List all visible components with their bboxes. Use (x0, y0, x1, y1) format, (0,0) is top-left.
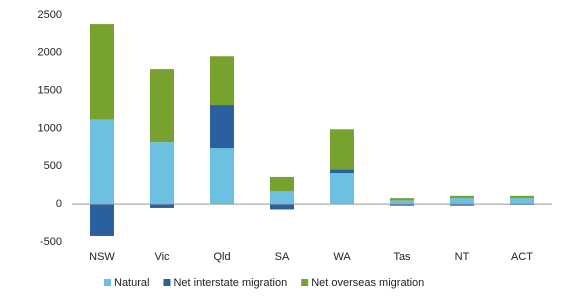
x-tick-label: NT (455, 251, 470, 263)
bar-segment (390, 204, 414, 206)
bar-segment (450, 198, 474, 205)
y-tick-label: -500 (40, 236, 62, 248)
bar-segment (270, 191, 294, 205)
bar-segment (210, 56, 234, 106)
bar-segment (390, 200, 414, 205)
y-tick-label: 0 (56, 198, 62, 210)
x-tick-label: NSW (89, 251, 115, 263)
bar-segment (90, 204, 114, 236)
bar-segment (90, 24, 114, 120)
bar-segment (450, 195, 474, 199)
legend-swatch (163, 279, 171, 286)
x-tick-label: ACT (511, 251, 533, 263)
bar-segment (210, 148, 234, 205)
x-tick-label: Qld (213, 251, 230, 263)
x-tick-label: SA (275, 251, 290, 263)
y-tick-label: 2500 (38, 9, 62, 21)
bar-segment (390, 198, 414, 201)
legend-label: Natural (114, 277, 149, 289)
y-tick-label: 500 (44, 160, 62, 172)
bar-segment (510, 198, 534, 205)
bar-segment (330, 169, 354, 174)
bar-segment (270, 204, 294, 210)
y-tick-label: 1000 (38, 122, 62, 134)
bar-segment (330, 173, 354, 205)
bar-segment (330, 129, 354, 170)
x-tick-label: WA (333, 251, 351, 263)
bar-segment (270, 176, 294, 192)
legend-swatch (104, 279, 111, 286)
x-tick-label: Tas (393, 251, 411, 263)
legend-label: Net interstate migration (173, 277, 287, 289)
bar-segment (150, 69, 174, 143)
x-tick-label: Vic (154, 251, 170, 263)
bar-segment (150, 142, 174, 205)
bar-segment (150, 204, 174, 208)
bar-segment (210, 105, 234, 149)
legend-swatch (301, 279, 309, 286)
bar-segment (450, 204, 474, 206)
y-tick-label: 2000 (38, 47, 62, 59)
bar-segment (90, 119, 114, 205)
y-tick-label: 1500 (38, 85, 62, 97)
bar-segment (510, 195, 534, 199)
legend-label: Net overseas migration (311, 277, 424, 289)
